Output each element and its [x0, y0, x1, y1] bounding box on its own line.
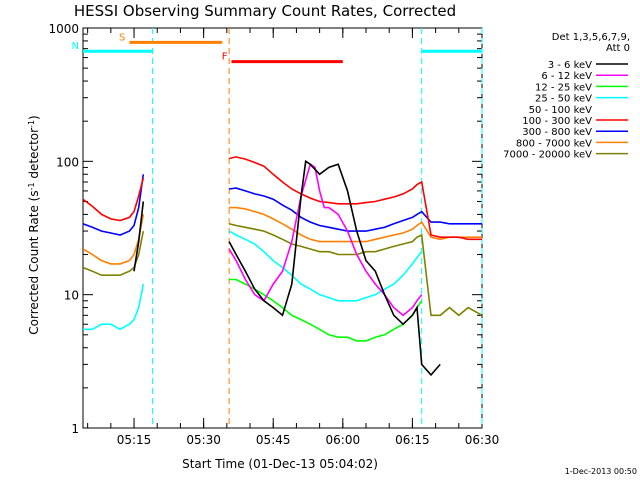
legend-label: 50 - 100 keV [529, 105, 593, 116]
series-line-100-300-kev [83, 156, 482, 241]
y-tick-label: 10 [64, 289, 79, 303]
y-axis-label-mid: detector [27, 128, 41, 183]
plot-area: 1 10 100 1000 05:15 05:30 05:45 06:00 06:15 06:30… [48, 22, 499, 447]
x-tick-label: 06:15 [395, 433, 430, 447]
flag-label: N [72, 41, 79, 52]
y-axis-label: Corrected Count Rate (s-1 detector-1) [27, 115, 42, 334]
legend-header-line-2: Att 0 [606, 43, 630, 54]
x-tick-label: 06:30 [465, 433, 500, 447]
legend-label: 100 - 300 keV [522, 116, 592, 127]
legend-label: 12 - 25 keV [535, 82, 592, 93]
y-axis-label-sup1: -1 [27, 182, 36, 190]
y-tick-label: 1000 [48, 22, 79, 36]
y-axis-label-end: ) [27, 115, 41, 120]
x-tick-label: 06:00 [326, 433, 361, 447]
flag-label: S [119, 32, 125, 43]
legend-label: 300 - 800 keV [522, 127, 592, 138]
y-axis-label-main: Corrected Count Rate (s [27, 190, 41, 334]
legend-header-line-1: Det 1,3,5,6,7,9, [552, 32, 630, 43]
timestamp-footer: 1-Dec-2013 00:50 [565, 467, 637, 476]
x-axis-label: Start Time (01-Dec-13 05:04:02) [182, 457, 378, 471]
x-tick-label: 05:45 [256, 433, 291, 447]
y-axis-label-sup2: -1 [27, 120, 36, 128]
flag-label: F [222, 52, 228, 63]
legend-label: 25 - 50 keV [535, 94, 592, 105]
series-line-12-25-kev [229, 278, 423, 342]
y-tick-label: 1 [71, 422, 79, 436]
x-tick-label: 05:30 [186, 433, 221, 447]
legend-label: 6 - 12 keV [541, 71, 592, 82]
x-tick-label: 05:15 [117, 433, 152, 447]
legend-label: 800 - 7000 keV [516, 138, 592, 149]
series-line-800-7000-kev [83, 206, 482, 265]
series-line-3-6-kev [133, 159, 441, 377]
legend-label: 7000 - 20000 keV [503, 150, 592, 161]
series-line-25-50-kev [83, 230, 423, 331]
chart-title: HESSI Observing Summary Count Rates, Cor… [74, 2, 456, 20]
y-tick-label: 100 [56, 155, 79, 169]
legend-label: 3 - 6 keV [548, 60, 592, 71]
